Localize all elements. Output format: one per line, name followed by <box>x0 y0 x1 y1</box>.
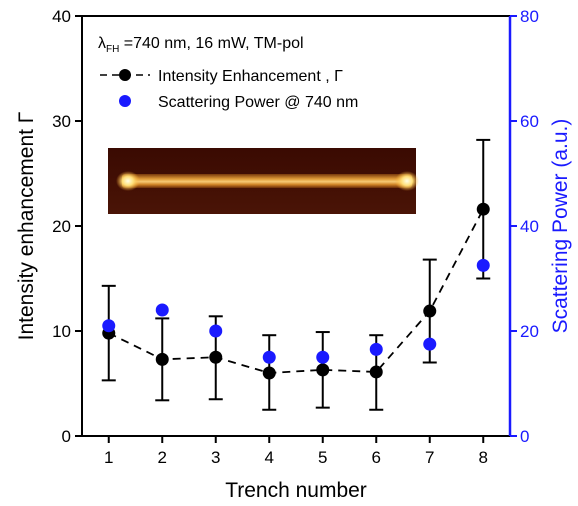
y-tick-label: 30 <box>52 112 71 131</box>
scattering-point <box>423 337 437 351</box>
intensity-point <box>423 304 437 318</box>
x-tick-label: 1 <box>104 448 113 467</box>
annotation-text: =740 nm, 16 mW, TM-pol <box>119 35 303 52</box>
x-tick-label: 7 <box>425 448 434 467</box>
inset-image <box>108 148 419 214</box>
x-tick-label: 2 <box>158 448 167 467</box>
intensity-point <box>209 350 223 364</box>
left-axis-ticks: 0 10 20 30 40 <box>52 7 82 446</box>
scattering-point <box>209 324 223 338</box>
y-tick-label: 10 <box>52 322 71 341</box>
y-tick-label: 40 <box>52 7 71 26</box>
series-layer <box>101 138 491 411</box>
y2-axis-title: Scattering Power (a.u.) <box>549 119 572 334</box>
scattering-point <box>316 350 330 364</box>
y-axis-title: Intensity enhancement Γ <box>15 112 38 341</box>
y2-tick-label: 40 <box>520 217 539 236</box>
x-tick-label: 6 <box>372 448 381 467</box>
intensity-point <box>155 352 169 366</box>
condition-annotation: λFH =740 nm, 16 mW, TM-pol <box>98 35 304 55</box>
scattering-point <box>476 258 490 272</box>
y2-tick-label: 80 <box>520 7 539 26</box>
x-tick-label: 4 <box>265 448 274 467</box>
right-axis-ticks: 0 20 40 60 80 <box>510 7 539 446</box>
x-axis-ticks: 1 2 3 4 5 6 7 8 <box>104 436 488 467</box>
x-tick-label: 8 <box>479 448 488 467</box>
scattering-point <box>262 350 276 364</box>
y-tick-label: 0 <box>62 427 71 446</box>
x-tick-label: 3 <box>211 448 220 467</box>
lambda-symbol: λ <box>98 35 106 52</box>
scattering-point <box>369 342 383 356</box>
y2-tick-label: 20 <box>520 322 539 341</box>
legend-marker-scattering <box>119 95 131 107</box>
intensity-point <box>369 365 383 379</box>
x-tick-label: 5 <box>318 448 327 467</box>
y2-tick-label: 60 <box>520 112 539 131</box>
intensity-point <box>262 366 276 380</box>
y-tick-label: 20 <box>52 217 71 236</box>
x-axis-title: Trench number <box>225 479 367 502</box>
legend-label-scattering: Scattering Power @ 740 nm <box>158 94 358 111</box>
lambda-subscript: FH <box>106 44 119 55</box>
legend-label-intensity: Intensity Enhancement , Γ <box>158 68 343 85</box>
scattering-point <box>102 319 116 333</box>
legend-marker-intensity <box>119 69 131 81</box>
intensity-line <box>108 208 485 374</box>
legend: Intensity Enhancement , Γ Scattering Pow… <box>100 68 358 111</box>
intensity-point <box>316 363 330 377</box>
scattering-point <box>155 303 169 317</box>
intensity-point <box>476 202 490 216</box>
y2-tick-label: 0 <box>520 427 529 446</box>
